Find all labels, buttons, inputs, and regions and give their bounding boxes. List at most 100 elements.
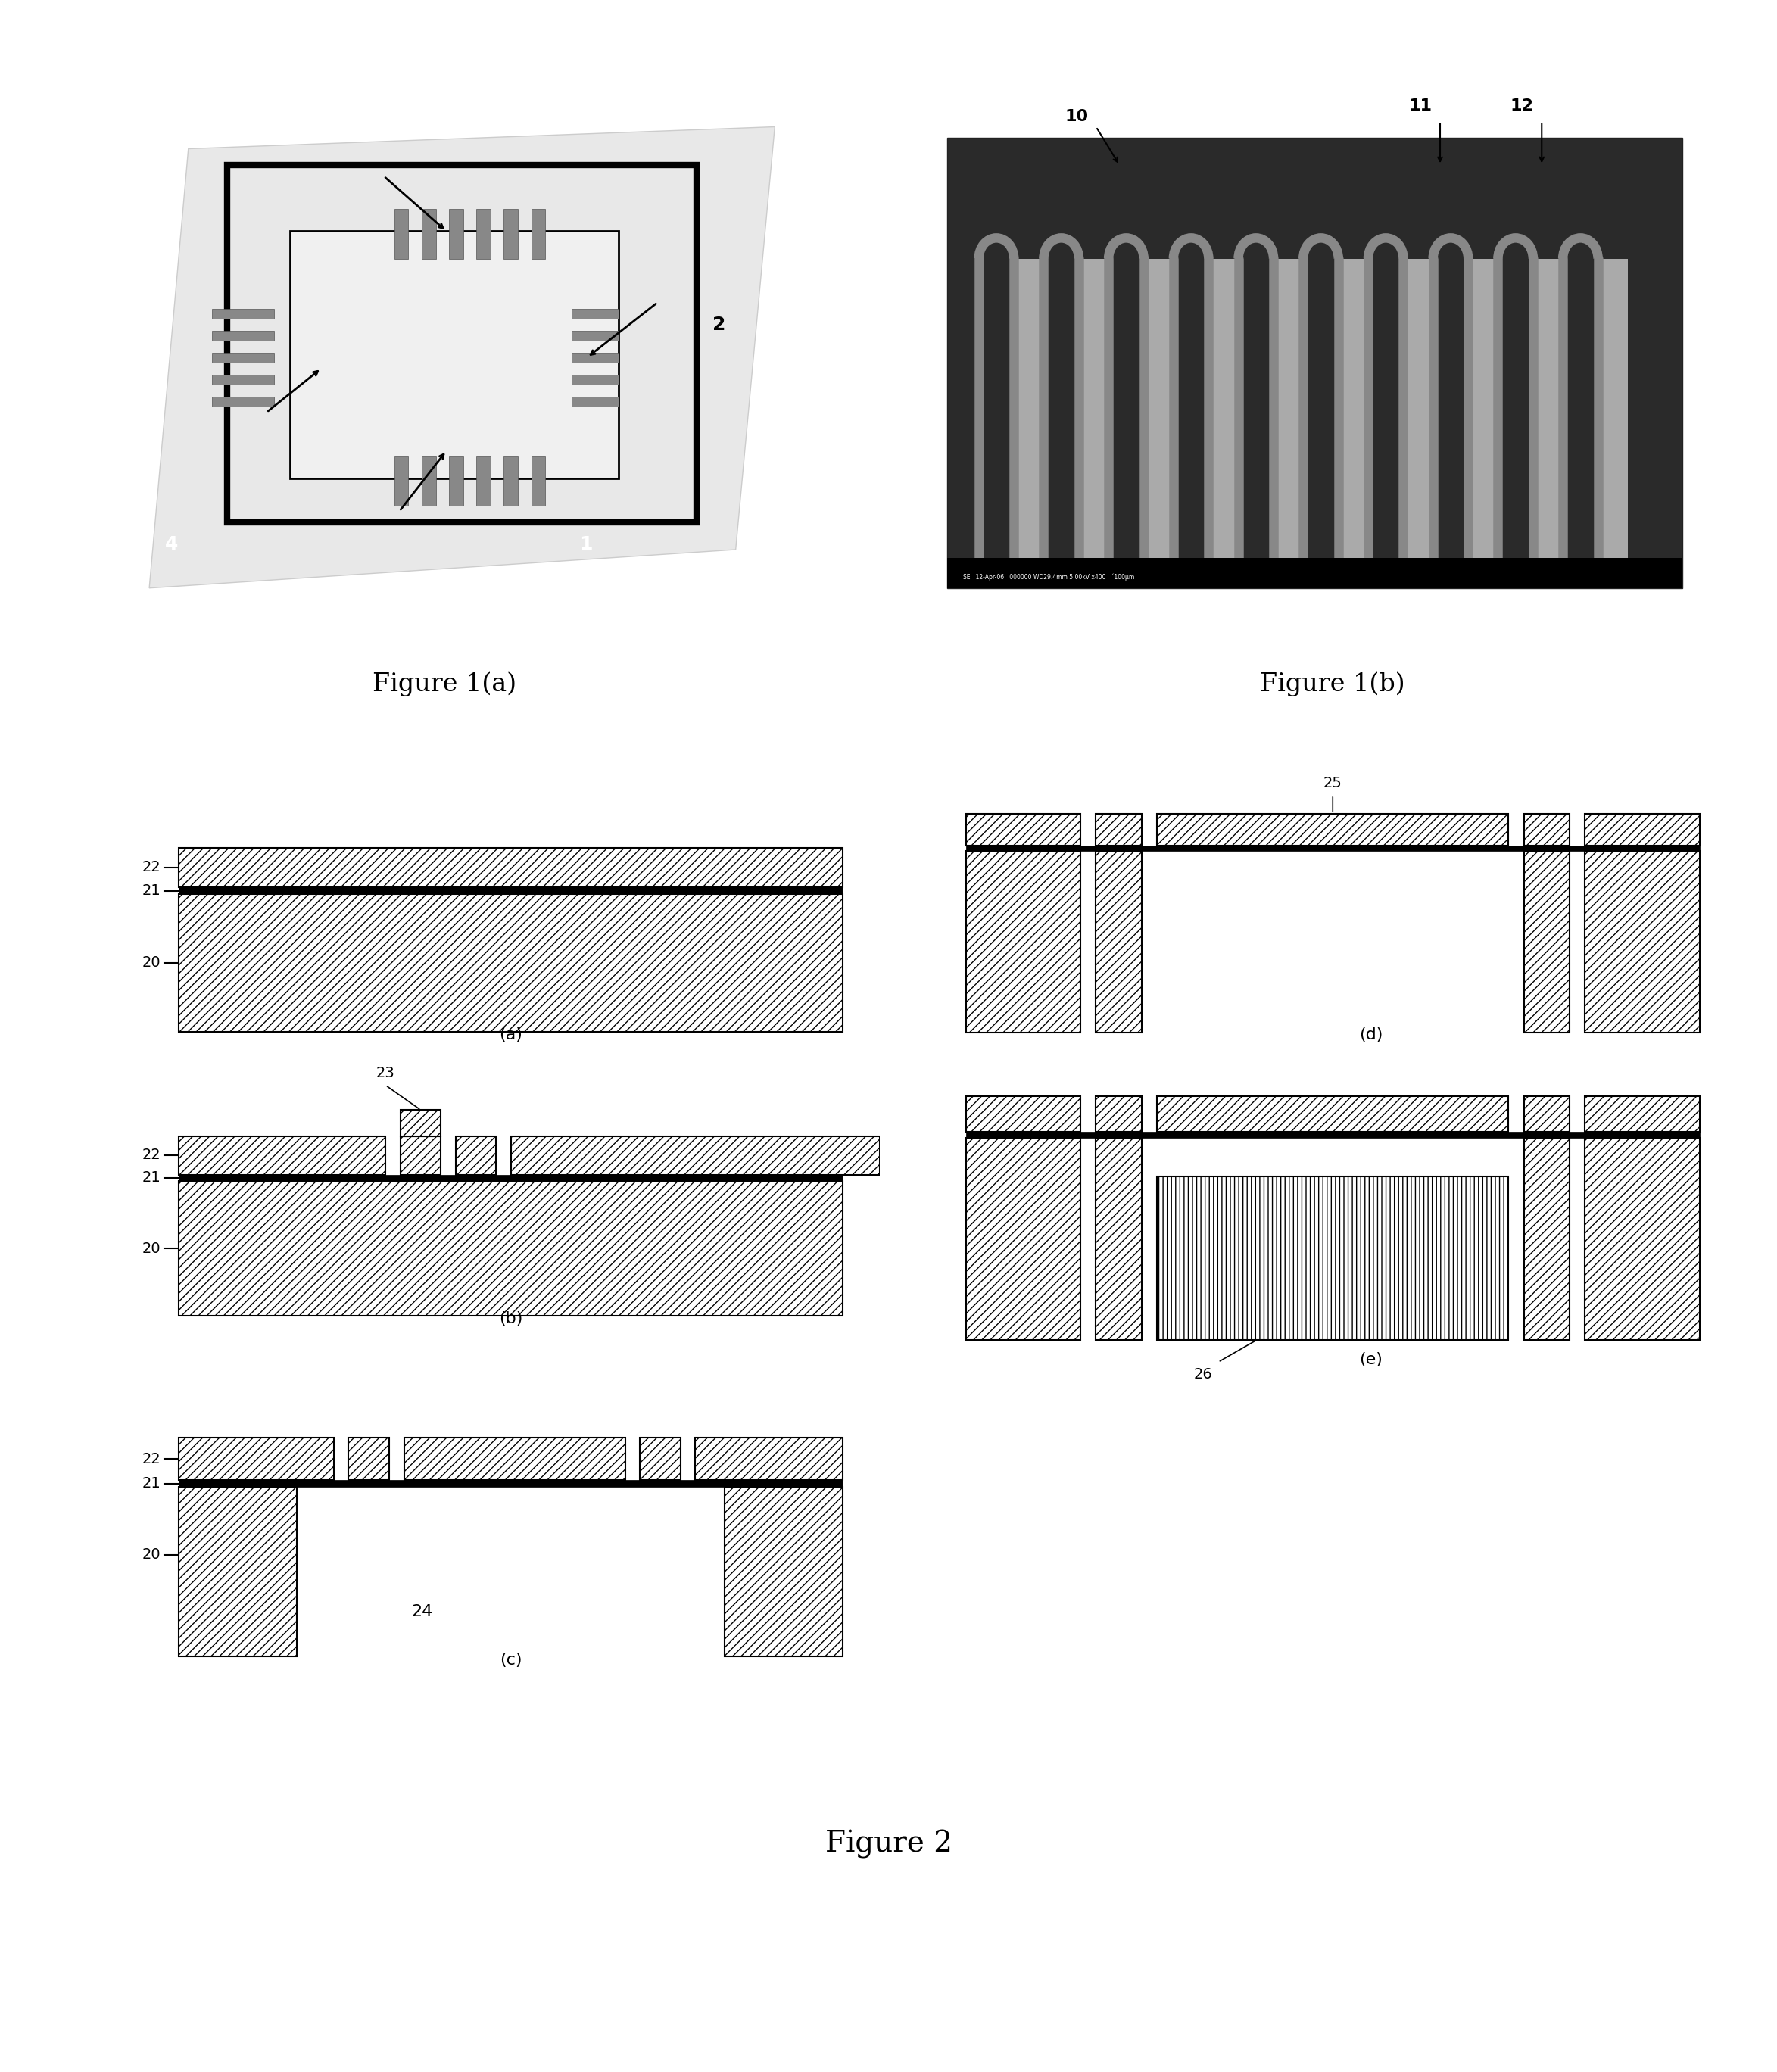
Polygon shape bbox=[149, 126, 775, 588]
Bar bbox=[1096, 1096, 1141, 1131]
Bar bbox=[725, 1488, 842, 1658]
Bar bbox=[572, 309, 618, 319]
Bar bbox=[1468, 259, 1498, 576]
Bar bbox=[455, 1135, 496, 1175]
Bar bbox=[476, 209, 490, 259]
Bar bbox=[1144, 259, 1173, 576]
Text: 20: 20 bbox=[142, 955, 160, 970]
Bar bbox=[947, 557, 1683, 588]
Bar bbox=[572, 375, 618, 383]
Bar bbox=[179, 1479, 842, 1488]
Bar bbox=[211, 396, 274, 406]
Bar bbox=[394, 209, 409, 259]
Text: 21: 21 bbox=[142, 883, 160, 897]
Bar bbox=[505, 456, 517, 506]
Bar bbox=[1157, 814, 1509, 845]
Text: 3: 3 bbox=[165, 135, 178, 153]
Bar bbox=[211, 375, 274, 383]
Text: (c): (c) bbox=[499, 1653, 522, 1668]
Text: (d): (d) bbox=[1359, 1028, 1383, 1042]
Bar bbox=[348, 1438, 389, 1479]
Bar bbox=[640, 1438, 681, 1479]
Bar bbox=[1523, 852, 1569, 1032]
Text: 20: 20 bbox=[142, 1548, 160, 1562]
Bar bbox=[572, 352, 618, 363]
Bar bbox=[394, 456, 409, 506]
Bar bbox=[450, 209, 464, 259]
Bar bbox=[1096, 1138, 1141, 1341]
Text: 26: 26 bbox=[1194, 1368, 1212, 1382]
Bar bbox=[967, 845, 1699, 852]
Text: Figure 1(b): Figure 1(b) bbox=[1260, 671, 1406, 696]
Bar bbox=[572, 332, 618, 340]
Bar bbox=[476, 456, 490, 506]
Bar bbox=[1523, 1096, 1569, 1131]
Bar bbox=[1598, 259, 1628, 576]
Bar bbox=[695, 1438, 842, 1479]
Bar bbox=[1585, 1096, 1699, 1131]
Bar bbox=[531, 209, 546, 259]
Bar bbox=[505, 209, 517, 259]
Bar bbox=[947, 139, 1683, 588]
Bar bbox=[400, 1111, 441, 1135]
Text: Figure 2: Figure 2 bbox=[825, 1830, 952, 1859]
Bar bbox=[1208, 259, 1239, 576]
Bar bbox=[1585, 814, 1699, 845]
Text: SE   12-Apr-06   000000 WD29.4mm 5.00kV x400   ´100μm: SE 12-Apr-06 000000 WD29.4mm 5.00kV x400… bbox=[963, 574, 1134, 580]
Bar bbox=[1534, 259, 1562, 576]
Bar bbox=[1096, 852, 1141, 1032]
Text: Figure 1(a): Figure 1(a) bbox=[371, 671, 517, 696]
Text: 23: 23 bbox=[377, 1065, 394, 1080]
Bar bbox=[1157, 1177, 1509, 1341]
Bar bbox=[1404, 259, 1432, 576]
Text: (a): (a) bbox=[499, 1028, 522, 1042]
Text: 25: 25 bbox=[1324, 775, 1342, 789]
Bar bbox=[1585, 852, 1699, 1032]
Bar bbox=[967, 1138, 1080, 1341]
Text: 21: 21 bbox=[142, 1171, 160, 1185]
Text: 4: 4 bbox=[165, 535, 178, 553]
Text: 12: 12 bbox=[1510, 97, 1534, 114]
Bar bbox=[967, 852, 1080, 1032]
Bar bbox=[421, 209, 435, 259]
Bar bbox=[967, 1131, 1699, 1138]
Text: 21: 21 bbox=[142, 1477, 160, 1492]
Bar bbox=[1096, 814, 1141, 845]
Bar bbox=[1585, 1138, 1699, 1341]
Bar bbox=[421, 456, 435, 506]
Bar bbox=[179, 847, 842, 887]
Bar bbox=[967, 1096, 1080, 1131]
Bar bbox=[179, 1175, 842, 1181]
Text: (b): (b) bbox=[499, 1312, 522, 1326]
Text: 1: 1 bbox=[579, 535, 592, 553]
Bar bbox=[572, 396, 618, 406]
Bar bbox=[227, 166, 697, 522]
Bar bbox=[179, 1488, 297, 1658]
Text: 24: 24 bbox=[412, 1604, 434, 1618]
Text: 20: 20 bbox=[142, 1241, 160, 1256]
Text: 11: 11 bbox=[1409, 97, 1432, 114]
Bar bbox=[967, 814, 1080, 845]
Bar bbox=[1523, 814, 1569, 845]
Text: 22: 22 bbox=[142, 1148, 160, 1162]
Bar bbox=[290, 232, 618, 479]
Bar bbox=[1274, 259, 1303, 576]
Bar bbox=[179, 1181, 842, 1316]
Bar bbox=[179, 887, 842, 893]
Bar bbox=[403, 1438, 626, 1479]
Bar bbox=[450, 456, 464, 506]
Bar bbox=[211, 332, 274, 340]
Bar bbox=[1015, 259, 1043, 576]
Bar bbox=[211, 352, 274, 363]
Text: 22: 22 bbox=[142, 860, 160, 874]
Bar bbox=[211, 309, 274, 319]
Text: (e): (e) bbox=[1359, 1353, 1383, 1368]
Bar bbox=[1338, 259, 1368, 576]
Bar bbox=[512, 1135, 880, 1175]
Bar bbox=[400, 1135, 441, 1175]
Text: 22: 22 bbox=[142, 1452, 160, 1467]
Bar bbox=[531, 456, 546, 506]
Bar bbox=[179, 1135, 386, 1175]
Bar bbox=[179, 893, 842, 1032]
Text: 2: 2 bbox=[713, 315, 725, 334]
